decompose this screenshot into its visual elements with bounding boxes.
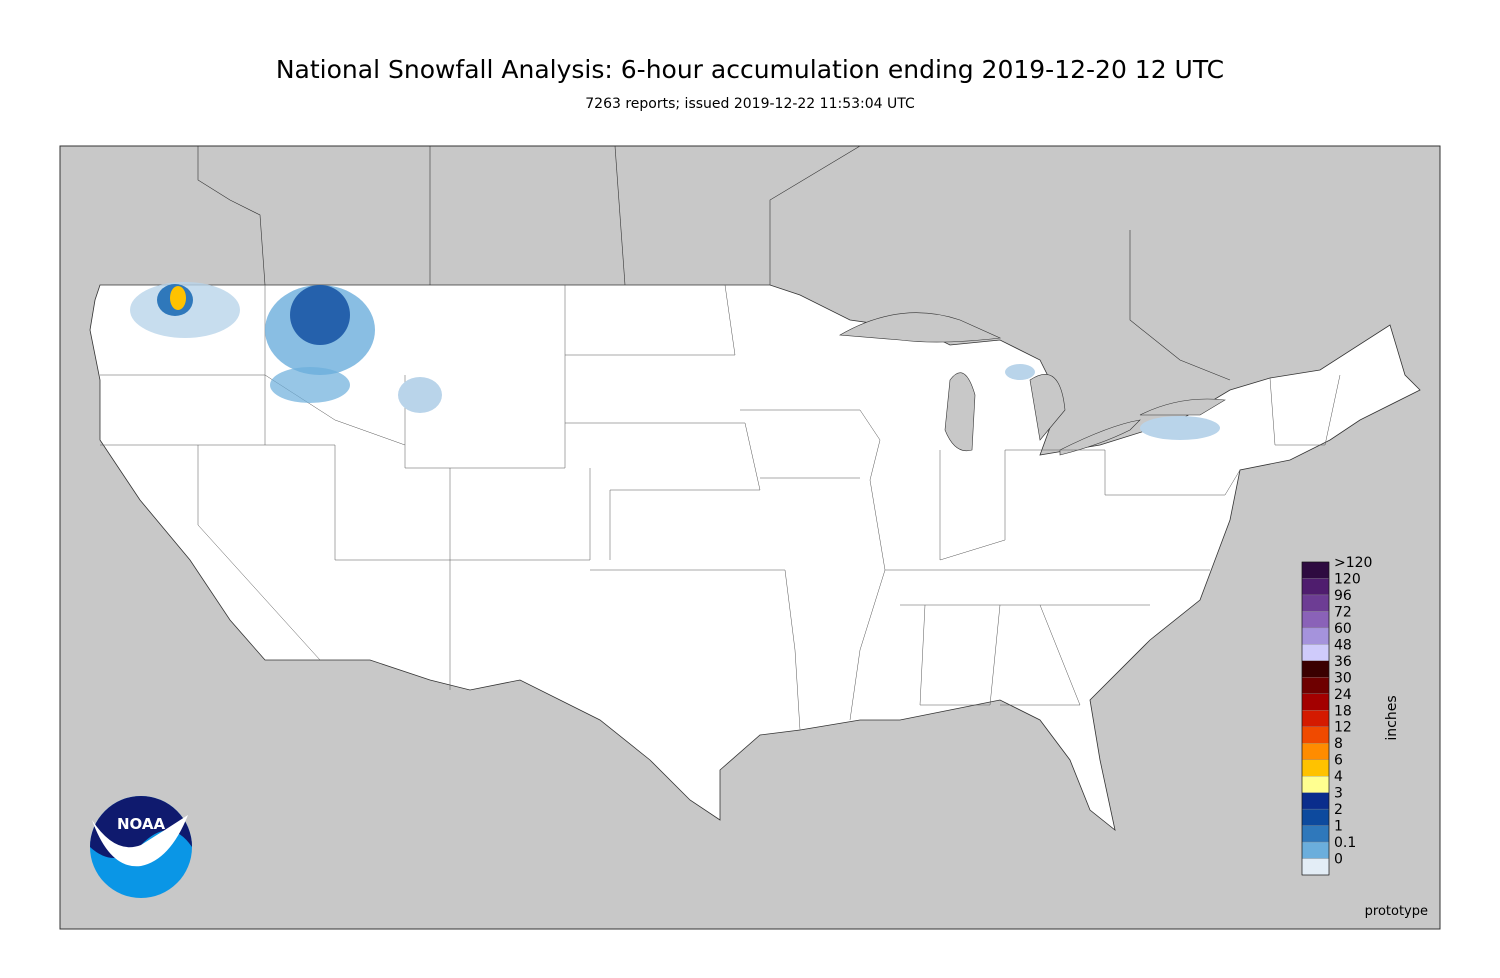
legend-swatch [1301,808,1330,826]
legend-label: 0.1 [1334,835,1356,851]
subtitle: 7263 reports; issued 2019-12-22 11:53:04… [585,96,915,112]
snow-area [270,367,350,403]
legend-label: 12 [1334,720,1352,736]
state-line [1269,374,1341,446]
state-line [939,449,1106,561]
legend-swatch [1301,776,1330,793]
legend-label: 30 [1334,670,1352,686]
state-line [1105,469,1241,496]
legend-label: 8 [1334,736,1343,752]
legend-unit: inches [1384,695,1400,740]
lake-ontario [1139,398,1226,416]
snow-area [170,286,186,310]
legend-swatch [1301,660,1330,678]
legend-swatch [1301,693,1330,711]
state-line [590,569,801,731]
legend-swatch [1301,841,1330,859]
lake-superior [839,312,1002,343]
legend-label: 60 [1334,621,1352,637]
state-line [740,409,886,721]
legend-swatch [1301,825,1330,843]
legend-swatch [1301,627,1330,645]
border-line [197,146,266,286]
legend-label: 36 [1334,654,1352,670]
title: National Snowfall Analysis: 6-hour accum… [276,55,1224,84]
legend-swatch [1301,759,1330,777]
state-line [449,468,591,561]
legend-swatch [1301,726,1330,744]
legend-label: 4 [1334,769,1343,785]
legend-swatch [1301,644,1330,661]
state-line [565,284,736,356]
legend-swatch [1301,578,1330,596]
noaa-logo: NOAA [90,796,192,898]
snow-area [1005,364,1035,380]
legend-swatch [1301,611,1330,629]
legend-label: 48 [1334,637,1352,653]
snow-area [1140,416,1220,440]
lake-michigan [944,372,976,452]
legend-swatch [1301,594,1330,612]
snow-areas [130,282,1220,440]
legend-label: 120 [1334,571,1361,587]
legend-label: 18 [1334,703,1352,719]
legend-label: 1 [1334,819,1343,835]
legend-label: 2 [1334,802,1343,818]
state-line [1000,604,1081,706]
legend-label: 6 [1334,753,1343,769]
legend-label: >120 [1334,555,1372,571]
state-line [565,422,761,560]
state-line [264,285,406,446]
legend-swatch [1301,710,1330,727]
state-line [404,285,566,469]
legend-swatch [1301,561,1330,579]
legend-swatch [1301,792,1330,810]
legend-label: 72 [1334,604,1352,620]
logo-top [90,796,192,859]
border-line [614,145,626,286]
state-line [197,445,321,661]
note: prototype [1365,904,1428,919]
map [59,145,1441,930]
legend-label: 3 [1334,786,1343,802]
legend-label: 96 [1334,588,1352,604]
logo-text: NOAA [117,815,166,833]
logo-gull [92,815,188,867]
legend-frame [1301,561,1330,876]
state-lines [100,284,1341,731]
border-line [769,145,861,285]
legend-label: 0 [1334,852,1343,868]
lake-huron [1029,374,1066,441]
state-line [919,604,1001,706]
legend-swatch [1301,858,1330,876]
legend-swatch [1301,743,1330,760]
state-line [100,444,451,690]
legend-label: 24 [1334,687,1352,703]
legend-swatch [1301,677,1330,694]
snow-area [290,285,350,345]
border-line [1129,230,1231,381]
snow-area [398,377,442,413]
